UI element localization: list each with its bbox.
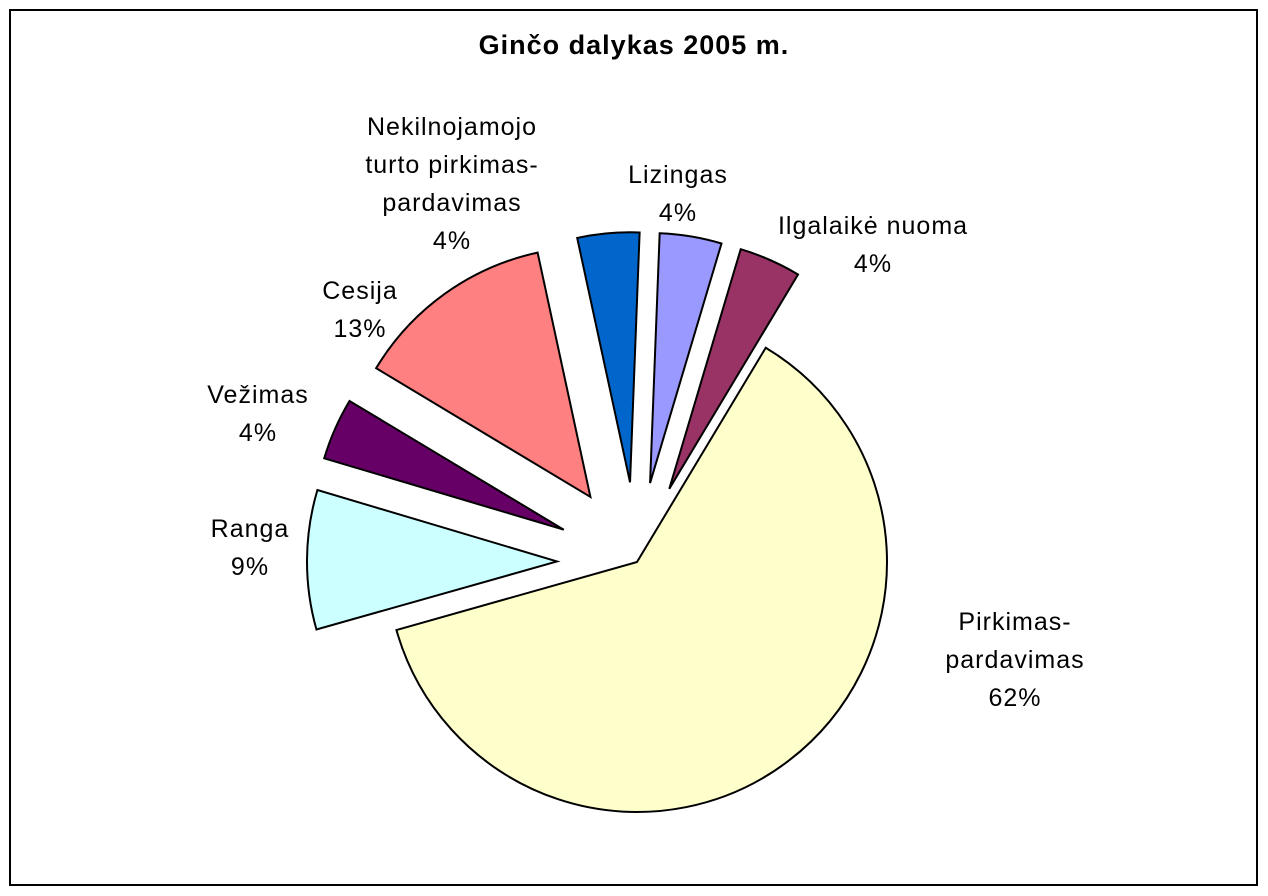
category-label: Ilgalaikė nuoma [777, 212, 969, 240]
slice-label: Cesija 13% [300, 272, 420, 348]
value-label: 13% [333, 315, 387, 343]
pie-slice [322, 399, 565, 531]
value-label: 4% [853, 250, 893, 278]
pie-slice [374, 251, 592, 499]
category-label: Nekilnojamojo turto pirkimas-pardavimas [365, 113, 539, 217]
pie-slice [576, 231, 641, 483]
slice-label: Vežimas 4% [183, 376, 333, 452]
category-label: Pirkimas-pardavimas [945, 608, 1085, 674]
chart-border [9, 9, 1258, 886]
category-label: Lizingas [628, 161, 728, 189]
slice-label: Ranga 9% [190, 510, 310, 586]
value-label: 4% [658, 199, 698, 227]
category-label: Vežimas [207, 381, 309, 409]
category-label: Ranga [210, 515, 290, 543]
value-label: 4% [432, 227, 472, 255]
slice-label: Ilgalaikė nuoma 4% [748, 207, 998, 283]
chart-title: Ginčo dalykas 2005 m. [478, 30, 790, 60]
pie-slice [649, 232, 723, 484]
slice-label: Nekilnojamojo turto pirkimas-pardavimas 4… [342, 108, 562, 260]
pie-slice [668, 247, 800, 490]
slice-label: Pirkimas-pardavimas 62% [920, 603, 1110, 717]
pie-slice [395, 346, 888, 813]
pie-slice [306, 488, 561, 631]
category-label: Cesija [322, 277, 398, 305]
value-label: 4% [238, 419, 278, 447]
value-label: 9% [230, 553, 270, 581]
value-label: 62% [988, 684, 1042, 712]
slice-label: Lizingas 4% [603, 156, 753, 232]
